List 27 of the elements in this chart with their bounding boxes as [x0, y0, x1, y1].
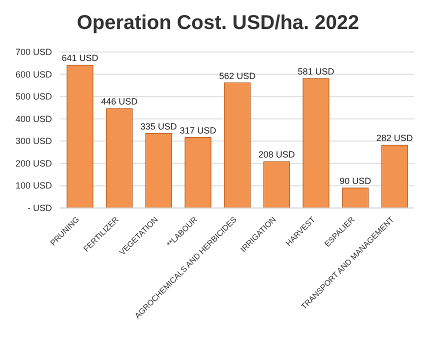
data-label: 446 USD	[101, 96, 138, 107]
chart-title: Operation Cost. USD/ha. 2022	[76, 11, 360, 36]
data-label: 282 USD	[376, 133, 414, 144]
data-label: 581 USD	[298, 66, 335, 77]
bar	[263, 161, 290, 208]
data-label: 317 USD	[180, 125, 217, 136]
y-tick-label: 100 USD	[15, 180, 52, 191]
data-label: 641 USD	[62, 53, 99, 64]
bar	[184, 137, 212, 208]
y-tick-label: 500 USD	[15, 92, 52, 102]
bar	[381, 144, 408, 208]
bar	[66, 64, 94, 208]
y-tick-label: - USD	[28, 203, 52, 213]
bar	[145, 133, 172, 208]
y-tick-label: 700 USD	[15, 47, 52, 57]
bar	[302, 78, 330, 208]
y-tick-label: 600 USD	[15, 69, 52, 80]
data-label: 562 USD	[219, 70, 256, 81]
bar	[342, 188, 369, 208]
bar	[224, 82, 251, 208]
data-label: 90 USD	[340, 176, 372, 186]
data-label: 335 USD	[140, 121, 178, 132]
y-tick-label: 400 USD	[15, 114, 52, 124]
y-tick-label: 300 USD	[15, 136, 52, 146]
bar	[106, 108, 133, 208]
data-label: 208 USD	[258, 150, 296, 160]
y-tick-label: 200 USD	[15, 158, 52, 168]
